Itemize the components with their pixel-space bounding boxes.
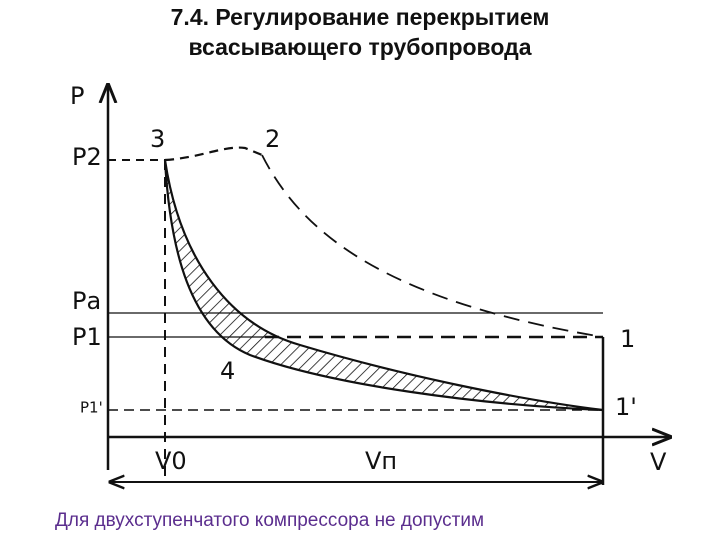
vh-label: Vп (365, 447, 397, 475)
title-line: всасывающего трубопровода (188, 34, 532, 60)
title-line: 7.4. Регулирование перекрытием (170, 4, 550, 30)
hatched-area (163, 159, 604, 412)
v-axis-label: V (650, 448, 667, 476)
v0-label: V0 (155, 447, 187, 475)
point-label: 3 (150, 125, 165, 153)
point-label: 1' (615, 393, 637, 421)
caption: Для двухступенчатого компрессора не допу… (55, 510, 485, 531)
p-axis-label: Р (70, 82, 84, 110)
discharge-curve (164, 146, 263, 162)
point-label: 2 (265, 125, 280, 153)
point-label: 4 (220, 357, 235, 385)
p2-label: Р2 (72, 143, 102, 171)
compression-curve (261, 154, 604, 338)
pa-label: Ра (72, 287, 101, 315)
axes (108, 85, 670, 485)
p1-prime-label: Р1' (80, 399, 103, 417)
p1-label: Р1 (72, 323, 102, 351)
point-label: 1 (620, 325, 635, 353)
pv-diagram: Р V Р2 Ра Р1 Р1' 3 2 1 1' 4 V0 Vп (70, 82, 720, 500)
